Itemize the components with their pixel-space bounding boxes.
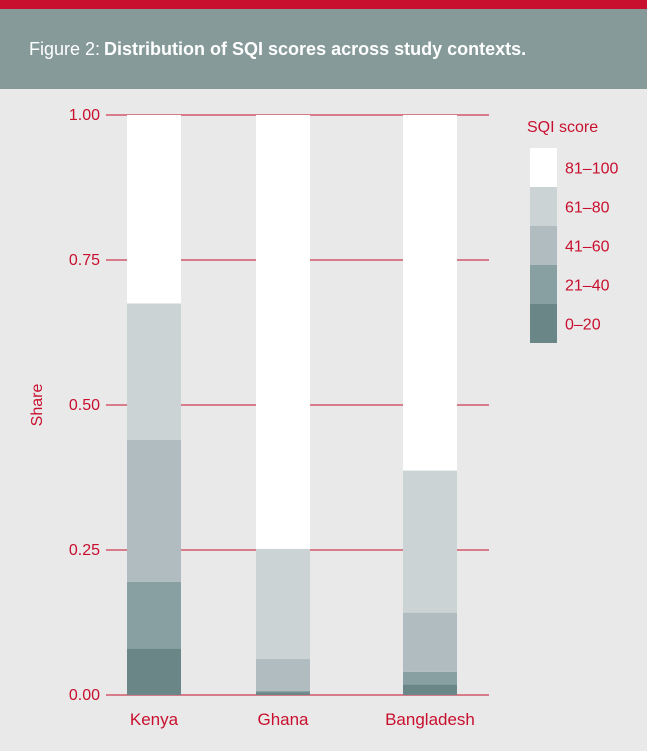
bar-segment [403, 115, 457, 471]
legend-label: 21–40 [565, 278, 610, 295]
legend-swatch [530, 187, 557, 226]
top-accent-rule [0, 0, 647, 9]
bar-segment [403, 470, 457, 613]
legend-swatch [530, 148, 557, 187]
bar-segment [127, 303, 181, 440]
y-tick-label: 0.00 [69, 687, 100, 704]
figure-title: Distribution of SQI scores across study … [104, 38, 527, 59]
stacked-bar-chart: 0.00 0.25 0.50 0.75 1.00 Share Kenya Ghana Bangl… [29, 107, 618, 729]
bar-segment [256, 692, 310, 695]
x-tick-label: Ghana [257, 710, 309, 729]
bar-segment [127, 115, 181, 304]
y-tick-label: 0.25 [69, 542, 100, 559]
bar-segment [256, 115, 310, 549]
legend-label: 41–60 [565, 239, 610, 256]
bar-segment [403, 684, 457, 695]
x-tick-label: Kenya [130, 710, 179, 729]
y-tick-label: 0.75 [69, 252, 100, 269]
x-tick-label: Bangladesh [385, 710, 475, 729]
legend-label: 61–80 [565, 200, 610, 217]
legend-swatch [530, 226, 557, 265]
y-tick-label: 1.00 [69, 107, 100, 124]
bar-segment [256, 659, 310, 691]
bar-segment [256, 690, 310, 693]
y-tick-label: 0.50 [69, 397, 100, 414]
bar-segment [127, 648, 181, 695]
bar-segment [403, 671, 457, 685]
y-axis-label: Share [29, 384, 46, 427]
bar-segment [127, 439, 181, 582]
legend-title: SQI score [527, 119, 598, 136]
figure-number: Figure 2: [29, 38, 101, 59]
legend-swatch [530, 265, 557, 304]
legend-swatch [530, 304, 557, 343]
bar-segment [127, 581, 181, 649]
legend-label: 81–100 [565, 161, 618, 178]
bar-segment [256, 548, 310, 660]
figure-header: Figure 2: Distribution of SQI scores acr… [0, 9, 647, 89]
legend-label: 0–20 [565, 317, 601, 334]
bar-segment [403, 612, 457, 672]
